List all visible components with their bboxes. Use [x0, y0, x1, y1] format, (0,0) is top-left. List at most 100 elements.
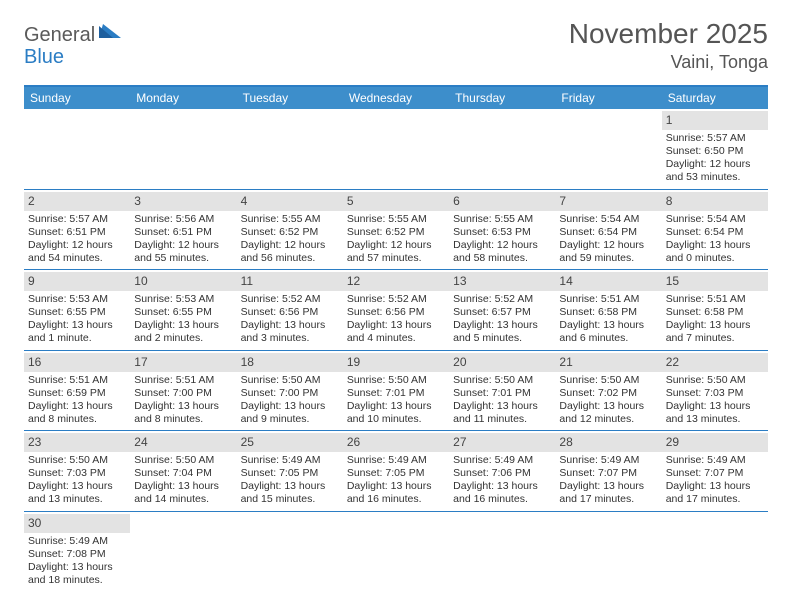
sunrise-text: Sunrise: 5:50 AM	[347, 374, 445, 387]
sunrise-text: Sunrise: 5:50 AM	[453, 374, 551, 387]
daylight-text: Daylight: 13 hours and 10 minutes.	[347, 400, 445, 426]
calendar-cell: 10Sunrise: 5:53 AMSunset: 6:55 PMDayligh…	[130, 270, 236, 350]
calendar: Sunday Monday Tuesday Wednesday Thursday…	[24, 85, 768, 591]
calendar-cell: 26Sunrise: 5:49 AMSunset: 7:05 PMDayligh…	[343, 431, 449, 511]
sunset-text: Sunset: 6:56 PM	[241, 306, 339, 319]
calendar-cell: 17Sunrise: 5:51 AMSunset: 7:00 PMDayligh…	[130, 351, 236, 431]
daylight-text: Daylight: 12 hours and 55 minutes.	[134, 239, 232, 265]
day-number	[343, 111, 449, 130]
calendar-cell-blank	[662, 512, 768, 592]
week-row: 30Sunrise: 5:49 AMSunset: 7:08 PMDayligh…	[24, 512, 768, 592]
sunset-text: Sunset: 7:05 PM	[347, 467, 445, 480]
calendar-cell: 25Sunrise: 5:49 AMSunset: 7:05 PMDayligh…	[237, 431, 343, 511]
sunset-text: Sunset: 7:01 PM	[347, 387, 445, 400]
calendar-cell: 28Sunrise: 5:49 AMSunset: 7:07 PMDayligh…	[555, 431, 661, 511]
calendar-cell: 24Sunrise: 5:50 AMSunset: 7:04 PMDayligh…	[130, 431, 236, 511]
calendar-cell-blank	[449, 512, 555, 592]
sunset-text: Sunset: 6:53 PM	[453, 226, 551, 239]
sunset-text: Sunset: 6:55 PM	[28, 306, 126, 319]
sunset-text: Sunset: 6:50 PM	[666, 145, 764, 158]
day-number: 6	[449, 192, 555, 211]
day-number	[24, 111, 130, 130]
day-number: 14	[555, 272, 661, 291]
logo: General	[24, 24, 123, 47]
sunset-text: Sunset: 7:01 PM	[453, 387, 551, 400]
daylight-text: Daylight: 12 hours and 57 minutes.	[347, 239, 445, 265]
calendar-cell: 4Sunrise: 5:55 AMSunset: 6:52 PMDaylight…	[237, 190, 343, 270]
day-number: 5	[343, 192, 449, 211]
sunset-text: Sunset: 7:02 PM	[559, 387, 657, 400]
sunrise-text: Sunrise: 5:57 AM	[28, 213, 126, 226]
day-number: 9	[24, 272, 130, 291]
sunrise-text: Sunrise: 5:51 AM	[666, 293, 764, 306]
day-number: 30	[24, 514, 130, 533]
header: General November 2025 Vaini, Tonga	[24, 18, 768, 73]
daylight-text: Daylight: 13 hours and 16 minutes.	[453, 480, 551, 506]
sunset-text: Sunset: 7:06 PM	[453, 467, 551, 480]
day-number	[237, 111, 343, 130]
day-number: 18	[237, 353, 343, 372]
daylight-text: Daylight: 13 hours and 17 minutes.	[666, 480, 764, 506]
sunset-text: Sunset: 6:57 PM	[453, 306, 551, 319]
dayname-sat: Saturday	[662, 87, 768, 109]
logo-text-2: Blue	[24, 46, 64, 69]
week-row: 23Sunrise: 5:50 AMSunset: 7:03 PMDayligh…	[24, 431, 768, 512]
daylight-text: Daylight: 12 hours and 54 minutes.	[28, 239, 126, 265]
calendar-cell-blank	[237, 512, 343, 592]
calendar-cell: 27Sunrise: 5:49 AMSunset: 7:06 PMDayligh…	[449, 431, 555, 511]
day-number: 15	[662, 272, 768, 291]
day-number: 12	[343, 272, 449, 291]
sunset-text: Sunset: 7:03 PM	[28, 467, 126, 480]
day-number	[237, 514, 343, 533]
sunset-text: Sunset: 6:52 PM	[241, 226, 339, 239]
calendar-cell: 21Sunrise: 5:50 AMSunset: 7:02 PMDayligh…	[555, 351, 661, 431]
day-number	[449, 111, 555, 130]
day-number: 2	[24, 192, 130, 211]
week-row: 9Sunrise: 5:53 AMSunset: 6:55 PMDaylight…	[24, 270, 768, 351]
calendar-cell: 16Sunrise: 5:51 AMSunset: 6:59 PMDayligh…	[24, 351, 130, 431]
calendar-cell-blank	[130, 109, 236, 189]
calendar-cell: 14Sunrise: 5:51 AMSunset: 6:58 PMDayligh…	[555, 270, 661, 350]
sunrise-text: Sunrise: 5:49 AM	[241, 454, 339, 467]
day-number: 3	[130, 192, 236, 211]
sunrise-text: Sunrise: 5:55 AM	[347, 213, 445, 226]
sunrise-text: Sunrise: 5:52 AM	[453, 293, 551, 306]
sunset-text: Sunset: 7:05 PM	[241, 467, 339, 480]
calendar-cell-blank	[237, 109, 343, 189]
sunrise-text: Sunrise: 5:51 AM	[134, 374, 232, 387]
day-number: 11	[237, 272, 343, 291]
sunrise-text: Sunrise: 5:52 AM	[347, 293, 445, 306]
day-number	[555, 111, 661, 130]
day-number: 28	[555, 433, 661, 452]
week-row: 1Sunrise: 5:57 AMSunset: 6:50 PMDaylight…	[24, 109, 768, 190]
day-number: 4	[237, 192, 343, 211]
sunset-text: Sunset: 7:00 PM	[241, 387, 339, 400]
logo-text-1: General	[24, 24, 95, 47]
daylight-text: Daylight: 13 hours and 11 minutes.	[453, 400, 551, 426]
flag-icon	[99, 22, 121, 43]
sunrise-text: Sunrise: 5:57 AM	[666, 132, 764, 145]
daylight-text: Daylight: 13 hours and 9 minutes.	[241, 400, 339, 426]
calendar-cell: 22Sunrise: 5:50 AMSunset: 7:03 PMDayligh…	[662, 351, 768, 431]
day-number: 1	[662, 111, 768, 130]
sunrise-text: Sunrise: 5:53 AM	[134, 293, 232, 306]
calendar-cell: 30Sunrise: 5:49 AMSunset: 7:08 PMDayligh…	[24, 512, 130, 592]
calendar-cell: 12Sunrise: 5:52 AMSunset: 6:56 PMDayligh…	[343, 270, 449, 350]
sunrise-text: Sunrise: 5:49 AM	[347, 454, 445, 467]
day-number: 19	[343, 353, 449, 372]
calendar-cell: 5Sunrise: 5:55 AMSunset: 6:52 PMDaylight…	[343, 190, 449, 270]
dayname-sun: Sunday	[24, 87, 130, 109]
day-number: 17	[130, 353, 236, 372]
sunset-text: Sunset: 6:55 PM	[134, 306, 232, 319]
calendar-cell: 8Sunrise: 5:54 AMSunset: 6:54 PMDaylight…	[662, 190, 768, 270]
day-number: 29	[662, 433, 768, 452]
sunrise-text: Sunrise: 5:53 AM	[28, 293, 126, 306]
calendar-cell: 23Sunrise: 5:50 AMSunset: 7:03 PMDayligh…	[24, 431, 130, 511]
week-row: 2Sunrise: 5:57 AMSunset: 6:51 PMDaylight…	[24, 190, 768, 271]
calendar-cell-blank	[555, 512, 661, 592]
dayname-fri: Friday	[555, 87, 661, 109]
calendar-cell: 1Sunrise: 5:57 AMSunset: 6:50 PMDaylight…	[662, 109, 768, 189]
day-number: 8	[662, 192, 768, 211]
calendar-cell: 6Sunrise: 5:55 AMSunset: 6:53 PMDaylight…	[449, 190, 555, 270]
calendar-cell-blank	[24, 109, 130, 189]
